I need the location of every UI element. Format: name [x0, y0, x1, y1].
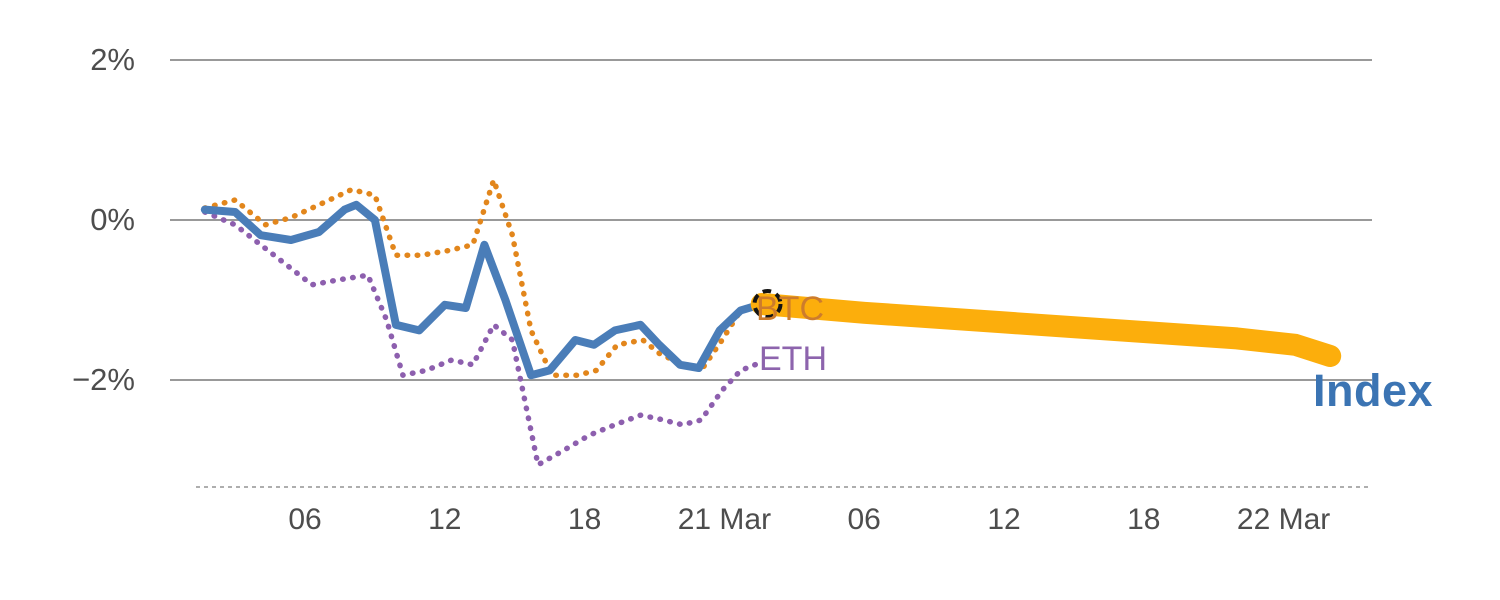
series-Index	[200, 200, 764, 380]
y-tick-label: −2%	[72, 362, 135, 397]
index-series-label: Index	[1313, 365, 1434, 416]
btc-series-label: BTC	[756, 290, 824, 328]
eth-series-label: ETH	[759, 340, 827, 378]
series-BTC-forward-band	[750, 293, 1342, 367]
x-tick-label: 12	[428, 503, 462, 536]
series-ETH	[202, 209, 760, 468]
x-tick-label: 12	[987, 503, 1021, 536]
gridlines	[170, 59, 1372, 488]
x-tick-label: 06	[288, 503, 322, 536]
y-tick-label: 2%	[90, 42, 135, 77]
x-tick-label: 18	[567, 503, 602, 536]
current-point-marker	[752, 289, 783, 319]
x-tick-label: 18	[1127, 503, 1161, 536]
x-tick-label: 06	[847, 503, 881, 536]
dashed-circle-marker	[752, 289, 783, 319]
x-tick-label: 21 Mar	[677, 503, 772, 536]
series-BTC	[202, 177, 765, 378]
y-tick-label: 0%	[90, 202, 135, 237]
x-tick-label: 22 Mar	[1236, 503, 1331, 536]
series-lines	[200, 177, 1342, 468]
